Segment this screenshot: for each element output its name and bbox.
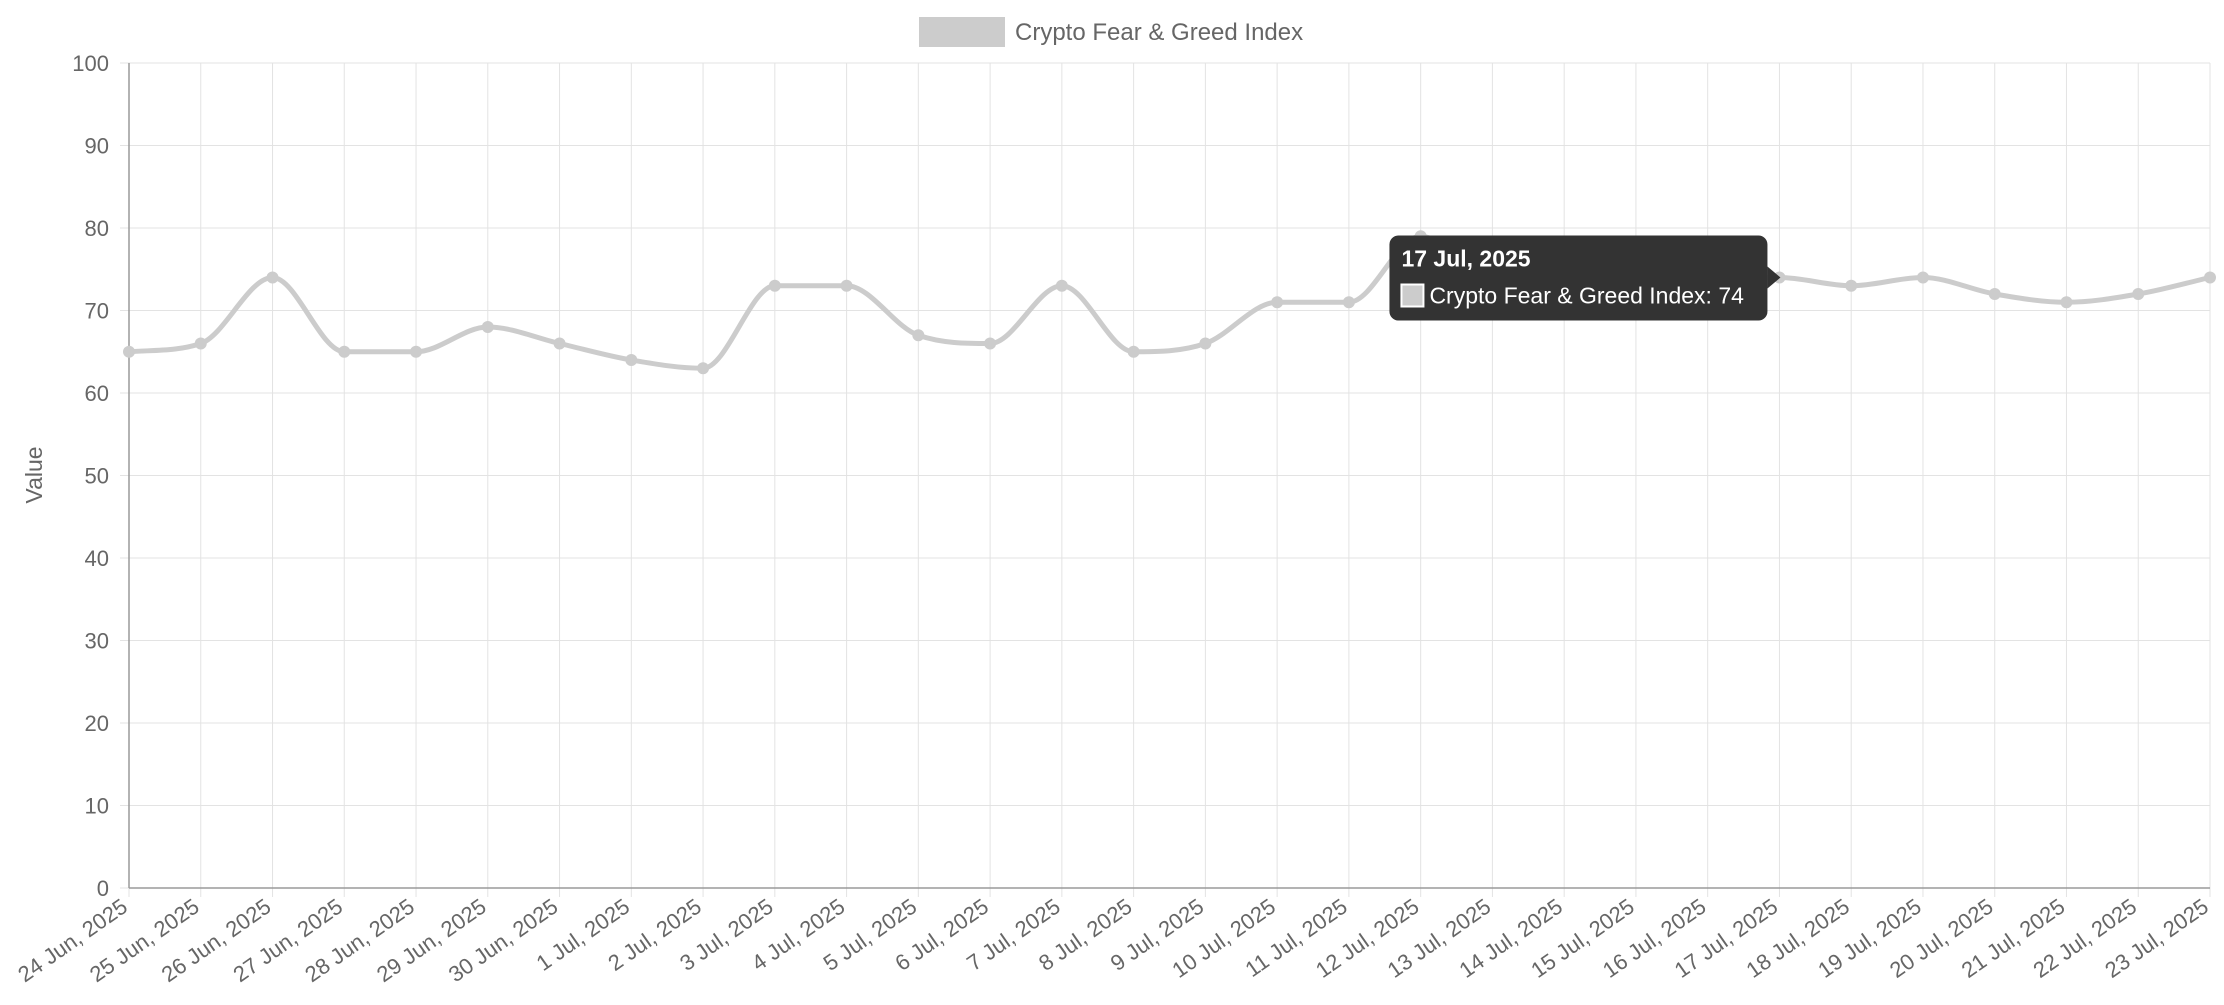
data-point[interactable] [697,362,710,375]
series-line [126,233,2213,371]
y-tick-label: 80 [85,216,109,241]
data-point[interactable] [2204,271,2216,284]
data-point[interactable] [410,345,423,358]
data-point[interactable] [625,354,638,366]
y-tick-label: 90 [85,134,109,159]
legend-swatch[interactable] [919,17,1005,47]
y-tick-label: 10 [85,794,109,819]
data-point[interactable] [2132,288,2145,300]
y-tick-label: 20 [85,711,109,736]
y-tick-label: 60 [85,381,109,406]
legend[interactable]: Crypto Fear & Greed Index [919,17,1303,47]
data-point[interactable] [123,345,135,358]
y-tick-label: 0 [97,876,109,901]
tooltip-title: 17 Jul, 2025 [1401,246,1530,272]
data-point[interactable] [1916,271,1929,284]
data-point[interactable] [1342,296,1355,309]
y-tick-label: 50 [85,464,109,489]
tooltip: 17 Jul, 2025 Crypto Fear & Greed Index: … [1389,235,1781,321]
data-point[interactable] [194,337,207,350]
y-tick-label: 30 [85,629,109,654]
y-tick-label: 40 [85,546,109,571]
grid-lines [128,62,2211,889]
data-point[interactable] [768,279,781,292]
data-point[interactable] [1845,279,1858,292]
y-tick-label: 70 [85,299,109,324]
data-point[interactable] [1127,345,1140,358]
data-point[interactable] [553,337,566,350]
data-point[interactable] [1055,279,1068,292]
tooltip-box [1389,235,1768,321]
data-point[interactable] [912,329,925,342]
series-layer [126,233,2213,371]
data-point[interactable] [2060,296,2073,309]
data-point[interactable] [266,271,279,284]
data-point[interactable] [1271,296,1284,309]
y-tick-label: 100 [72,51,109,76]
data-point[interactable] [481,321,494,333]
data-point[interactable] [984,337,997,350]
data-point[interactable] [1199,337,1212,350]
tooltip-swatch [1400,283,1425,308]
data-point[interactable] [1988,288,2001,300]
data-point[interactable] [840,279,853,292]
y-axis-title: Value [21,446,47,503]
tooltip-label: Crypto Fear & Greed Index: 74 [1429,283,1744,309]
tooltip-caret [1767,266,1781,289]
legend-label[interactable]: Crypto Fear & Greed Index [1015,19,1303,46]
data-point[interactable] [338,345,351,358]
